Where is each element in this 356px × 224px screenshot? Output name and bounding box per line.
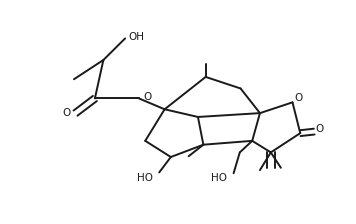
Text: HO: HO [137,173,153,183]
Text: O: O [316,124,324,134]
Text: O: O [295,93,303,103]
Text: HO: HO [211,173,227,183]
Text: O: O [144,92,152,102]
Text: O: O [63,108,71,118]
Text: OH: OH [128,32,144,42]
